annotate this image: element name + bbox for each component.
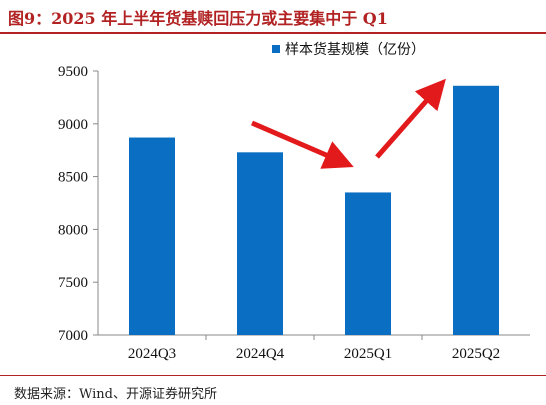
source-note: 数据来源：Wind、开源证券研究所 (14, 387, 217, 402)
bar-2025Q1 (345, 192, 391, 335)
y-tick-label: 8000 (58, 222, 88, 238)
y-tick-label: 7500 (58, 275, 88, 291)
chart-title: 图9：2025 年上半年货基赎回压力或主要集中于 Q1 (8, 9, 388, 28)
chart-legend: 样本货基规模（亿份） (272, 41, 425, 58)
footer-divider (0, 375, 546, 376)
x-tick-label: 2024Q3 (128, 346, 176, 362)
y-tick-label: 7000 (58, 328, 88, 344)
y-tick-label: 9000 (58, 117, 88, 133)
legend-swatch (272, 45, 280, 53)
legend-label: 样本货基规模（亿份） (285, 41, 425, 58)
rebound-arrow (375, 78, 446, 159)
x-tick-label: 2025Q1 (344, 346, 392, 362)
y-tick-label: 9500 (58, 64, 88, 80)
bar-2024Q3 (129, 137, 175, 335)
title-divider (0, 32, 546, 34)
bar-chart: 7000 7500 8000 8500 9000 9500 2024Q3 2024Q4 202… (58, 41, 530, 362)
trend-arrows (251, 78, 446, 169)
y-tick-label: 8500 (58, 170, 88, 186)
x-tick-label: 2024Q4 (236, 346, 285, 362)
bar-2024Q4 (237, 152, 283, 335)
decline-arrow (251, 120, 354, 169)
x-tick-label: 2025Q2 (452, 346, 500, 362)
bar-2025Q2 (453, 85, 499, 335)
